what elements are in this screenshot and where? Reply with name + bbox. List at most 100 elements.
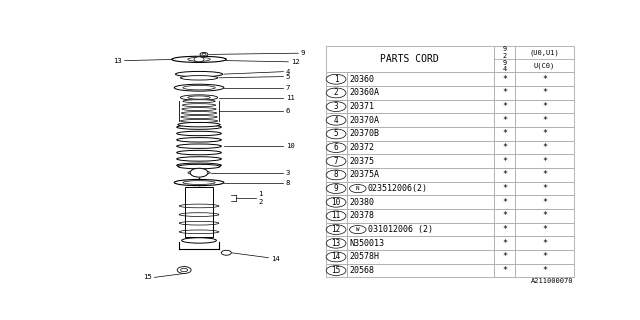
Ellipse shape — [175, 71, 223, 77]
Ellipse shape — [180, 95, 218, 100]
Text: *: * — [502, 198, 507, 207]
Text: 8: 8 — [333, 171, 339, 180]
Bar — [515, 223, 573, 236]
Text: 3: 3 — [286, 170, 290, 176]
Bar — [515, 264, 573, 277]
Text: 7: 7 — [286, 85, 290, 91]
Text: *: * — [542, 198, 547, 207]
Bar — [494, 250, 515, 264]
Text: *: * — [542, 116, 547, 125]
Circle shape — [326, 197, 346, 207]
Bar — [494, 264, 515, 277]
Text: 6: 6 — [286, 108, 290, 114]
Bar — [347, 100, 494, 113]
Ellipse shape — [181, 112, 217, 115]
Ellipse shape — [183, 100, 215, 103]
Ellipse shape — [188, 171, 210, 175]
Text: 13: 13 — [113, 58, 122, 64]
Bar — [515, 250, 573, 264]
Bar — [515, 168, 573, 182]
Bar — [494, 223, 515, 236]
Circle shape — [326, 170, 346, 180]
Text: *: * — [502, 266, 507, 275]
Bar — [515, 72, 573, 86]
Ellipse shape — [172, 56, 227, 62]
Ellipse shape — [183, 85, 215, 90]
Text: 2: 2 — [259, 199, 263, 205]
Bar — [494, 72, 515, 86]
Bar — [326, 196, 347, 209]
Text: *: * — [542, 252, 547, 261]
Bar — [515, 113, 573, 127]
Bar — [326, 127, 347, 141]
Bar — [494, 141, 515, 155]
Text: 9
2: 9 2 — [502, 46, 507, 59]
Text: 6: 6 — [333, 143, 339, 152]
Ellipse shape — [180, 119, 218, 123]
Bar — [347, 141, 494, 155]
Bar — [494, 196, 515, 209]
Circle shape — [177, 267, 191, 274]
Text: *: * — [502, 157, 507, 166]
Bar — [347, 236, 494, 250]
Text: *: * — [502, 116, 507, 125]
Text: 20568: 20568 — [349, 266, 374, 275]
Text: 20360A: 20360A — [349, 88, 380, 97]
Text: *: * — [502, 75, 507, 84]
Text: 5: 5 — [333, 129, 339, 139]
Circle shape — [326, 102, 346, 111]
Bar — [515, 86, 573, 100]
Text: *: * — [502, 88, 507, 97]
Bar — [326, 168, 347, 182]
Text: 20375A: 20375A — [349, 171, 380, 180]
Text: *: * — [502, 129, 507, 139]
Bar — [494, 127, 515, 141]
Text: 023512006(2): 023512006(2) — [367, 184, 428, 193]
Circle shape — [326, 156, 346, 166]
Bar — [515, 141, 573, 155]
Text: *: * — [542, 88, 547, 97]
Circle shape — [326, 252, 346, 262]
Text: 12: 12 — [291, 59, 300, 65]
Circle shape — [326, 129, 346, 139]
Text: 4: 4 — [333, 116, 339, 125]
Text: *: * — [542, 225, 547, 234]
Bar — [347, 264, 494, 277]
Text: *: * — [542, 129, 547, 139]
Text: (U0,U1): (U0,U1) — [529, 49, 559, 56]
Bar — [347, 223, 494, 236]
Circle shape — [326, 74, 346, 84]
Text: *: * — [502, 212, 507, 220]
Circle shape — [326, 88, 346, 98]
Bar — [347, 209, 494, 223]
Bar — [515, 236, 573, 250]
Bar — [326, 264, 347, 277]
Text: 10: 10 — [332, 198, 340, 207]
Ellipse shape — [180, 76, 218, 80]
Bar — [494, 155, 515, 168]
Text: 5: 5 — [286, 74, 290, 80]
Text: 13: 13 — [332, 239, 340, 248]
Circle shape — [194, 57, 204, 62]
Ellipse shape — [181, 116, 217, 118]
Bar — [326, 250, 347, 264]
Circle shape — [326, 225, 346, 235]
Ellipse shape — [182, 238, 216, 243]
Text: 10: 10 — [286, 143, 294, 149]
Ellipse shape — [188, 57, 210, 61]
Text: 20370B: 20370B — [349, 129, 380, 139]
Bar — [347, 182, 494, 196]
Circle shape — [180, 268, 188, 272]
Text: 1: 1 — [259, 191, 263, 196]
Text: *: * — [542, 212, 547, 220]
Text: 20378: 20378 — [349, 212, 374, 220]
Text: 4: 4 — [286, 69, 290, 75]
Bar — [326, 113, 347, 127]
Circle shape — [326, 266, 346, 276]
Text: *: * — [542, 239, 547, 248]
Circle shape — [326, 143, 346, 153]
Bar — [326, 155, 347, 168]
Bar — [347, 113, 494, 127]
Ellipse shape — [188, 96, 210, 99]
Bar — [515, 46, 573, 72]
